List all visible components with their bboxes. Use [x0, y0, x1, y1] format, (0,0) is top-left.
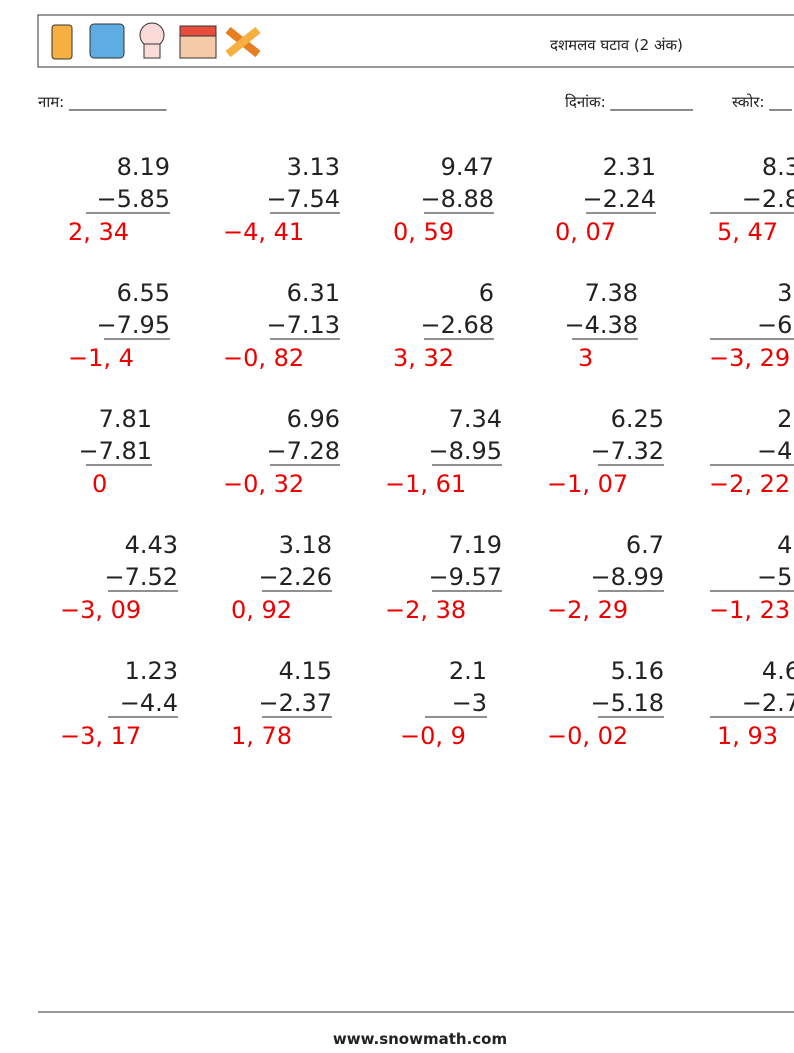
subtrahend: −5. — [757, 563, 794, 591]
minuend: 9.47 — [441, 153, 494, 181]
date-field: दिनांक: ___________ — [565, 93, 693, 112]
minuend: 7.81 — [99, 405, 152, 433]
subtrahend: −8.88 — [420, 185, 494, 213]
answer: −3, 09 — [60, 596, 141, 624]
subtrahend: −9.57 — [428, 563, 502, 591]
minuend: 5.16 — [611, 657, 664, 685]
subtrahend: −2.8 — [742, 185, 794, 213]
minuend: 2.31 — [603, 153, 656, 181]
subtrahend: −8.99 — [590, 563, 664, 591]
subtrahend: −7.13 — [266, 311, 340, 339]
score-field: स्कोर: ___ — [732, 93, 792, 112]
minuend: 4.43 — [125, 531, 178, 559]
answer: −1, 4 — [68, 344, 134, 372]
answer: −3, 29 — [709, 344, 790, 372]
answer: 1, 93 — [717, 722, 778, 750]
answer: 2, 34 — [68, 218, 129, 246]
minuend: 7.19 — [449, 531, 502, 559]
name-field: नाम: _____________ — [38, 93, 167, 112]
subtrahend: −5.85 — [96, 185, 170, 213]
answer: 0, 07 — [555, 218, 616, 246]
minuend: 2. — [777, 405, 794, 433]
subtrahend: −3 — [452, 689, 487, 717]
minuend: 7.38 — [585, 279, 638, 307]
answer: −0, 32 — [223, 470, 304, 498]
minuend: 4.15 — [279, 657, 332, 685]
answer: 3, 32 — [393, 344, 454, 372]
subtrahend: −4.4 — [120, 689, 178, 717]
icons — [51, 22, 261, 60]
minuend: 6.55 — [117, 279, 170, 307]
answer: −2, 22 — [709, 470, 790, 498]
answer: −2, 38 — [385, 596, 466, 624]
answer: −1, 23 — [709, 596, 790, 624]
answer: −4, 41 — [223, 218, 304, 246]
answer: −0, 82 — [223, 344, 304, 372]
answer: −0, 02 — [547, 722, 628, 750]
answer: 5, 47 — [717, 218, 778, 246]
answer: 0, 92 — [231, 596, 292, 624]
subtrahend: −2.26 — [258, 563, 332, 591]
minuend: 6.7 — [626, 531, 664, 559]
answer: −2, 29 — [547, 596, 628, 624]
subtrahend: −7.95 — [96, 311, 170, 339]
subtrahend: −4.38 — [564, 311, 638, 339]
minuend: 8.3 — [762, 153, 794, 181]
subtrahend: −7.32 — [590, 437, 664, 465]
minuend: 6 — [479, 279, 494, 307]
answer: −1, 07 — [547, 470, 628, 498]
answer: 1, 78 — [231, 722, 292, 750]
subtrahend: −4. — [757, 437, 794, 465]
subtrahend: −8.95 — [428, 437, 502, 465]
answer: −1, 61 — [385, 470, 466, 498]
title: दशमलव घटाव (2 अंक) — [550, 36, 683, 54]
subtrahend: −7.52 — [104, 563, 178, 591]
answer: −3, 17 — [60, 722, 141, 750]
minuend: 3. — [777, 279, 794, 307]
header-box — [37, 14, 794, 68]
minuend: 6.31 — [287, 279, 340, 307]
answer: 3 — [578, 344, 593, 372]
minuend: 6.25 — [611, 405, 664, 433]
subtrahend: −2.37 — [258, 689, 332, 717]
subtrahend: −7.28 — [266, 437, 340, 465]
minuend: 7.34 — [449, 405, 502, 433]
minuend: 3.18 — [279, 531, 332, 559]
minuend: 2.1 — [449, 657, 487, 685]
answer: −0, 9 — [400, 722, 466, 750]
minuend: 6.96 — [287, 405, 340, 433]
minuend: 4. — [777, 531, 794, 559]
subtrahend: −7.54 — [266, 185, 340, 213]
minuend: 4.6 — [762, 657, 794, 685]
subtrahend: −6. — [757, 311, 794, 339]
minuend: 3.13 — [287, 153, 340, 181]
subtrahend: −7.81 — [78, 437, 152, 465]
answer: 0 — [92, 470, 107, 498]
subtrahend: −2.7 — [742, 689, 794, 717]
problems: 8.19 −5.85 2, 34 3.13 −7.54 −4, 41 9.47 −8.88 0,… — [60, 153, 794, 750]
footer-site: www.snowmath.com — [333, 1030, 507, 1048]
subtrahend: −2.24 — [582, 185, 656, 213]
minuend: 8.19 — [117, 153, 170, 181]
subtrahend: −2.68 — [420, 311, 494, 339]
subtrahend: −5.18 — [590, 689, 664, 717]
minuend: 1.23 — [125, 657, 178, 685]
answer: 0, 59 — [393, 218, 454, 246]
